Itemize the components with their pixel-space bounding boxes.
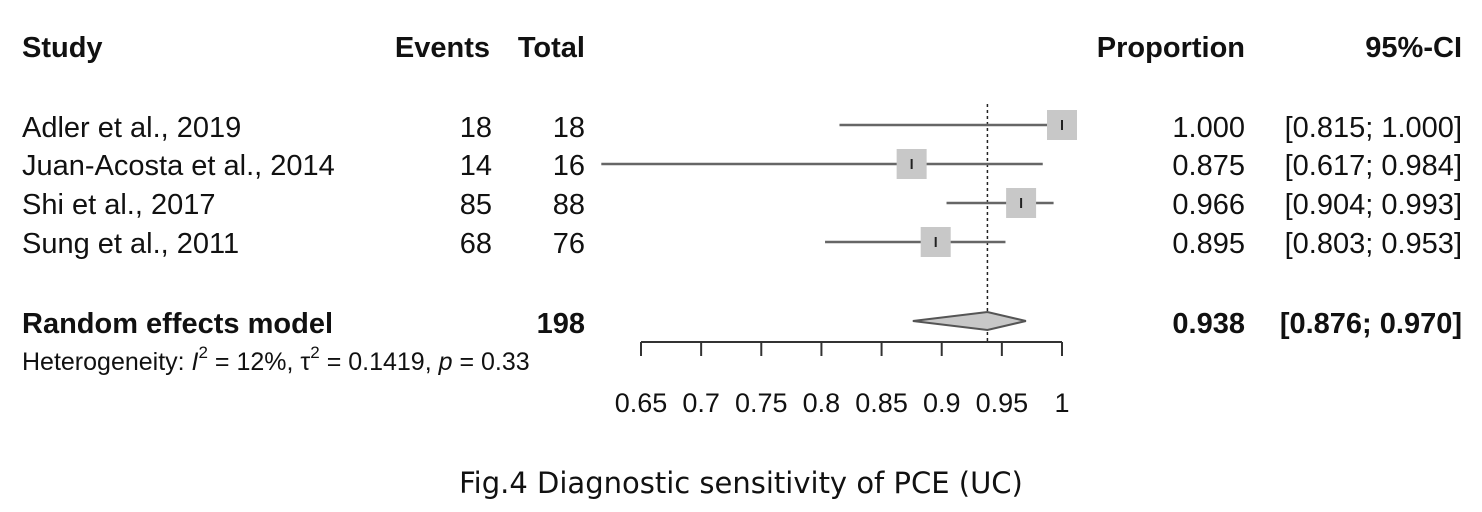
study-total: 18 <box>552 112 585 144</box>
study-proportion: 1.000 <box>1172 112 1245 144</box>
study-events: 68 <box>459 228 492 260</box>
pooled-ci: [0.876; 0.970] <box>1279 308 1462 340</box>
study-name: Sung et al., 2011 <box>22 228 240 260</box>
x-tick-label: 0.85 <box>855 388 908 418</box>
study-events: 85 <box>459 189 492 221</box>
study-name: Shi et al., 2017 <box>22 189 216 221</box>
header-proportion: Proportion <box>1096 32 1245 64</box>
study-ci: [0.904; 0.993] <box>1284 189 1462 221</box>
study-name: Adler et al., 2019 <box>22 112 242 144</box>
study-proportion: 0.895 <box>1172 228 1245 260</box>
forest-plot: 0.65 0.7 0.75 0.8 0.85 0.9 0.95 1 <box>601 104 1077 418</box>
pooled-diamond <box>912 310 1027 332</box>
x-tick-label: 1 <box>1054 388 1069 418</box>
header-events: Events <box>394 32 490 64</box>
figure-caption: Fig.4 Diagnostic sensitivity of PCE (UC) <box>459 466 1023 500</box>
x-tick-label: 0.7 <box>682 388 720 418</box>
x-tick-label: 0.95 <box>976 388 1029 418</box>
study-total: 88 <box>552 189 585 221</box>
x-tick-label: 0.8 <box>803 388 841 418</box>
study-proportion: 0.966 <box>1172 189 1245 221</box>
pooled-total: 198 <box>536 308 585 340</box>
study-ci: [0.617; 0.984] <box>1284 150 1462 182</box>
study-events: 14 <box>459 150 492 182</box>
header-ci: 95%-CI <box>1365 32 1462 64</box>
header-study: Study <box>22 32 103 64</box>
header-total: Total <box>517 32 585 64</box>
heterogeneity-text: Heterogeneity: I2 = 12%, τ2 = 0.1419, p … <box>22 343 530 376</box>
study-name: Juan-Acosta et al., 2014 <box>22 150 335 182</box>
study-proportion: 0.875 <box>1172 150 1245 182</box>
x-tick-label: 0.65 <box>615 388 668 418</box>
study-total: 76 <box>552 228 585 260</box>
x-tick-label: 0.9 <box>923 388 961 418</box>
pooled-label: Random effects model <box>22 308 333 340</box>
study-total: 16 <box>552 150 585 182</box>
study-ci: [0.815; 1.000] <box>1284 112 1462 144</box>
study-ci: [0.803; 0.953] <box>1284 228 1462 260</box>
pooled-proportion: 0.938 <box>1172 308 1245 340</box>
x-tick-label: 0.75 <box>735 388 788 418</box>
study-events: 18 <box>459 112 492 144</box>
